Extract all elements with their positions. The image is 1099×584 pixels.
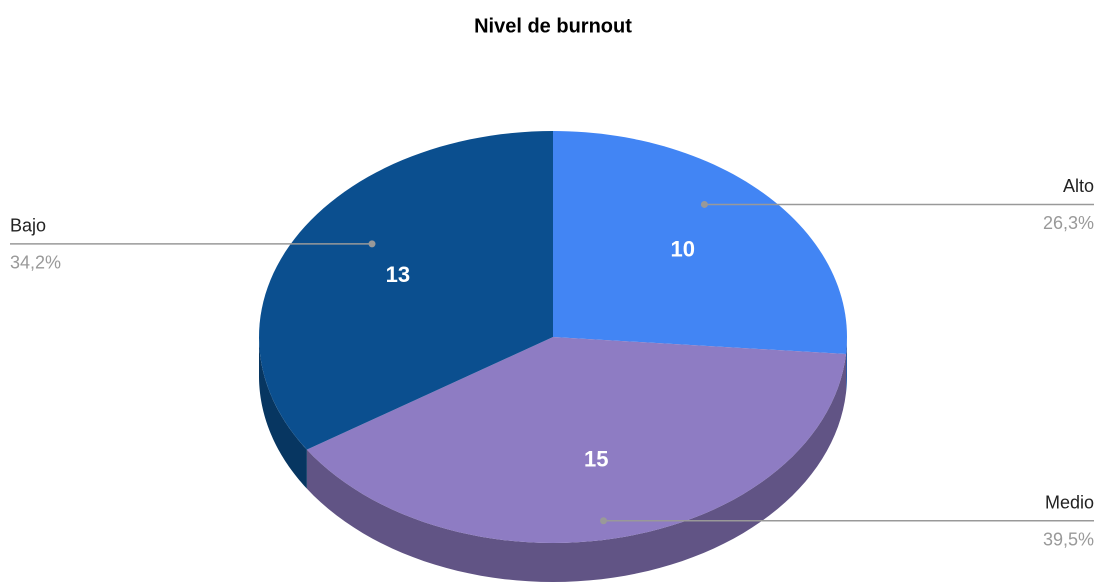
chart-title: Nivel de burnout xyxy=(474,15,632,37)
slice xyxy=(553,131,847,355)
slice xyxy=(259,131,553,450)
percent-label: 34,2% xyxy=(10,253,61,273)
percent-label: 26,3% xyxy=(1043,213,1094,233)
legend-label: Medio xyxy=(1045,492,1094,512)
leader-dot xyxy=(368,240,376,248)
leader-dot xyxy=(600,517,608,525)
data-label: 10 xyxy=(671,236,695,261)
data-label: 15 xyxy=(584,447,608,472)
percent-label: 39,5% xyxy=(1043,529,1094,549)
slice-side xyxy=(259,337,307,489)
leader-dot xyxy=(700,200,708,208)
slice-side xyxy=(306,354,846,582)
slice xyxy=(306,337,846,543)
legend-label: Bajo xyxy=(10,216,46,236)
legend-label: Alto xyxy=(1063,176,1094,196)
slice-side xyxy=(845,337,847,394)
data-label: 13 xyxy=(386,262,410,287)
